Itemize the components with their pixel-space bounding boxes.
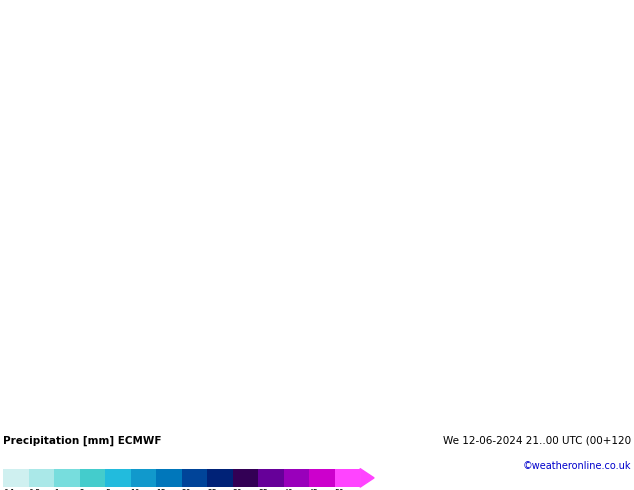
Bar	[29, 468, 54, 487]
Text: 25: 25	[207, 489, 217, 490]
Text: 35: 35	[258, 489, 268, 490]
Text: 50: 50	[335, 489, 344, 490]
Bar	[309, 468, 335, 487]
Bar	[156, 468, 181, 487]
Bar	[131, 468, 156, 487]
Polygon shape	[360, 468, 374, 487]
Text: 10: 10	[131, 489, 140, 490]
Bar	[207, 468, 233, 487]
Bar	[335, 468, 360, 487]
Text: 0.1: 0.1	[3, 489, 15, 490]
Text: 1: 1	[54, 489, 59, 490]
Bar	[80, 468, 105, 487]
Text: 2: 2	[80, 489, 84, 490]
Bar	[258, 468, 283, 487]
Text: ©weatheronline.co.uk: ©weatheronline.co.uk	[522, 461, 631, 471]
Text: 5: 5	[105, 489, 110, 490]
Bar	[181, 468, 207, 487]
Text: 40: 40	[283, 489, 294, 490]
Bar	[54, 468, 80, 487]
Text: 20: 20	[181, 489, 191, 490]
Text: Precipitation [mm] ECMWF: Precipitation [mm] ECMWF	[3, 435, 162, 445]
Bar	[105, 468, 131, 487]
Bar	[283, 468, 309, 487]
Text: We 12-06-2024 21..00 UTC (00+120: We 12-06-2024 21..00 UTC (00+120	[443, 435, 631, 445]
Text: 15: 15	[156, 489, 165, 490]
Text: 0.5: 0.5	[29, 489, 41, 490]
Text: 30: 30	[233, 489, 242, 490]
Bar	[3, 468, 29, 487]
Bar	[233, 468, 258, 487]
Text: 45: 45	[309, 489, 319, 490]
